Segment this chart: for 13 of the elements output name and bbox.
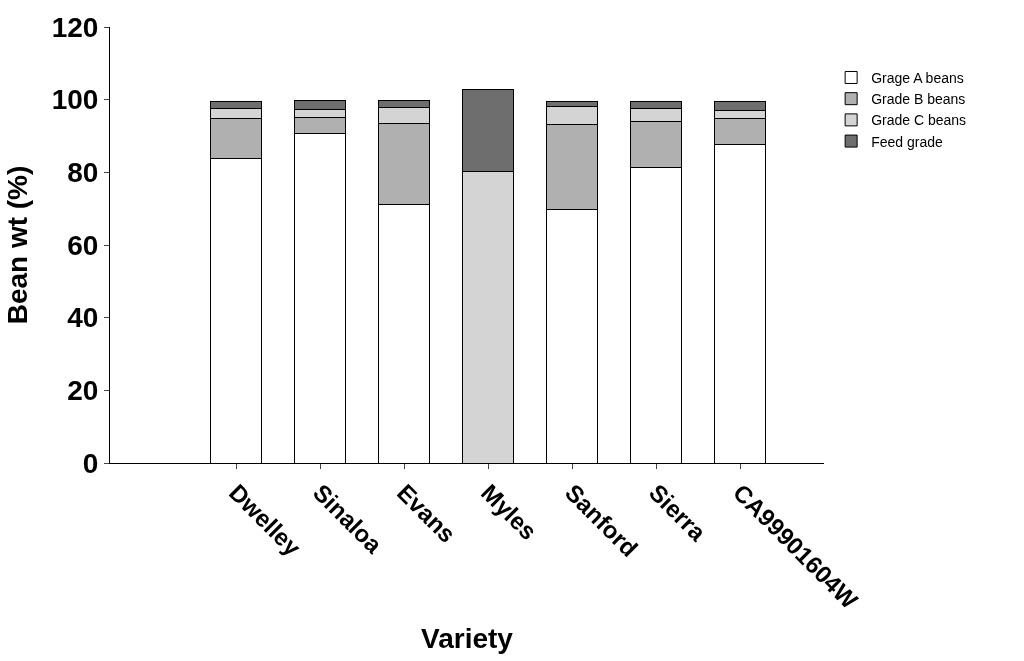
y-tick-label: 60 (67, 229, 99, 261)
legend-label: Grade B beans (871, 91, 966, 108)
legend-label: Grade C beans (871, 112, 967, 129)
y-tick-label: 0 (82, 447, 99, 479)
y-tick-label: 40 (67, 302, 99, 334)
y-tick-label: 20 (67, 375, 99, 407)
x-axis-title: Variety (421, 623, 514, 655)
y-tick-label: 120 (51, 11, 99, 43)
y-tick-label: 100 (51, 84, 99, 116)
legend-label: Grage A beans (871, 69, 964, 86)
legend-label: Feed grade (871, 133, 943, 150)
y-axis-title: Bean wt (%) (2, 165, 34, 325)
y-tick-label: 80 (67, 157, 99, 189)
